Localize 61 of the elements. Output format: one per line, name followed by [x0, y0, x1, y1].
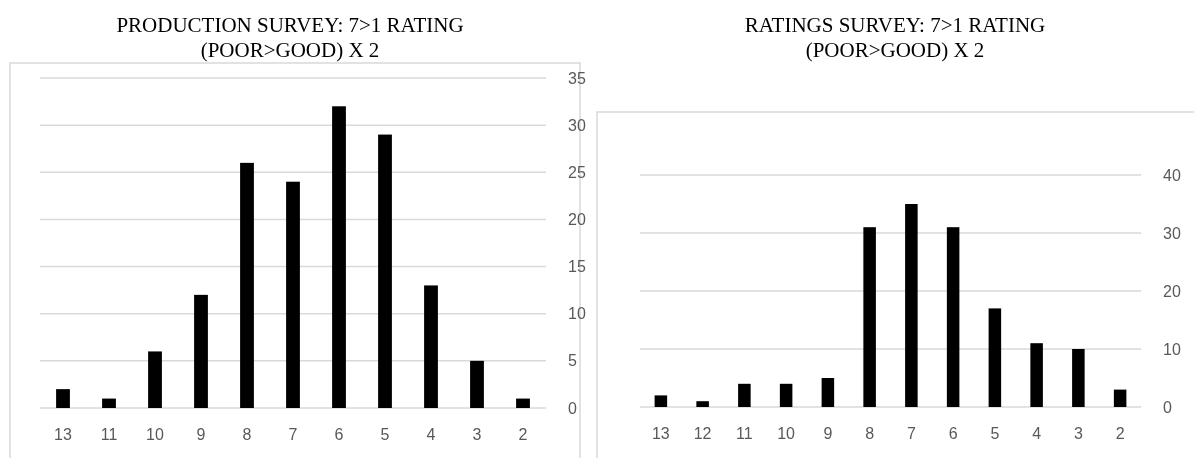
bar [194, 294, 208, 408]
x-tick-label: 9 [823, 425, 833, 442]
x-tick-label: 3 [472, 426, 482, 443]
x-tick-label: 3 [1073, 425, 1083, 442]
bar [1113, 389, 1127, 407]
bar [696, 401, 709, 407]
x-tick-label: 12 [693, 425, 712, 442]
bar [516, 398, 530, 408]
x-tick-label: 5 [990, 425, 1000, 442]
x-tick-label: 13 [651, 425, 670, 442]
bar [738, 383, 751, 407]
bar [332, 106, 346, 408]
y-tick-label: 20 [1163, 282, 1181, 300]
y-tick-label: 10 [1163, 340, 1181, 358]
bar [1030, 343, 1043, 407]
x-tick-label: 13 [54, 426, 72, 443]
x-tick-label: 4 [426, 426, 436, 443]
y-tick-label: 15 [568, 258, 586, 276]
y-tick-label: 30 [568, 116, 586, 134]
bar [946, 227, 960, 407]
y-tick-label: 25 [568, 163, 586, 181]
bar [424, 285, 438, 408]
x-tick-label: 2 [518, 426, 528, 443]
x-tick-label: 5 [380, 426, 390, 443]
x-tick-label: 7 [288, 426, 298, 443]
y-tick-label: 20 [568, 211, 586, 229]
bar [988, 308, 1002, 407]
x-tick-label: 11 [100, 426, 118, 443]
bar [470, 360, 484, 408]
x-tick-label: 11 [736, 425, 753, 442]
x-tick-label: 10 [777, 425, 796, 442]
bar [779, 383, 793, 407]
x-tick-label: 6 [334, 426, 344, 443]
y-tick-label: 0 [1163, 398, 1172, 416]
bar [286, 181, 300, 408]
y-tick-label: 0 [568, 399, 577, 417]
x-tick-label: 8 [242, 426, 252, 443]
bar [1072, 349, 1085, 407]
bar [863, 227, 876, 407]
y-tick-label: 35 [568, 69, 586, 87]
y-tick-label: 40 [1163, 166, 1181, 184]
bar [378, 134, 392, 408]
x-tick-label: 4 [1032, 425, 1042, 442]
chart-title: RATINGS SURVEY: 7>1 RATING (POOR>GOOD) X 2 [744, 13, 1046, 62]
x-tick-label: 2 [1115, 425, 1125, 442]
x-tick-label: 8 [865, 425, 875, 442]
bar [654, 395, 668, 407]
bar [240, 162, 254, 408]
x-tick-label: 7 [906, 425, 916, 442]
x-tick-label: 10 [146, 426, 164, 443]
bar [148, 351, 162, 408]
bar [905, 204, 918, 407]
bar [102, 398, 116, 408]
bar [821, 378, 835, 407]
x-tick-label: 6 [948, 425, 958, 442]
bar [56, 389, 70, 408]
y-tick-label: 30 [1163, 224, 1181, 242]
chart-title: PRODUCTION SURVEY: 7>1 RATING (POOR>GOOD) X 2 [116, 13, 464, 62]
y-tick-label: 5 [568, 352, 577, 370]
x-tick-label: 9 [196, 426, 206, 443]
y-tick-label: 10 [568, 305, 586, 323]
